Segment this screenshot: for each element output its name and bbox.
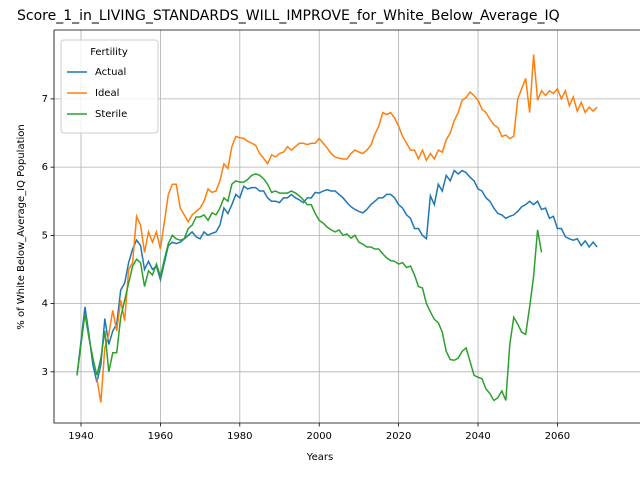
- legend-box: [60, 39, 159, 134]
- legend-label: Sterile: [95, 109, 127, 120]
- axes-frame: [53, 29, 640, 424]
- y-tick-label: 6: [42, 162, 48, 173]
- legend-label: Actual: [95, 67, 126, 78]
- legend-title: Fertility: [90, 47, 128, 58]
- series-line: [76, 169, 598, 383]
- x-tick-label: 2020: [386, 431, 411, 442]
- y-tick-label: 3: [42, 367, 48, 378]
- y-tick-label: 7: [42, 94, 48, 105]
- x-tick-label: 1980: [227, 431, 252, 442]
- x-tick-label: 1940: [68, 431, 93, 442]
- y-tick-label: 5: [42, 230, 48, 241]
- legend-label: Ideal: [95, 88, 119, 99]
- series-line: [76, 173, 543, 402]
- x-tick-label: 2000: [306, 431, 331, 442]
- y-tick-label: 4: [42, 299, 48, 310]
- x-axis-label: Years: [306, 452, 333, 463]
- x-tick-label: 2040: [465, 431, 490, 442]
- y-axis-label: % of White Below_Average_IQ Population: [16, 124, 27, 329]
- legend: Fertility Actual Ideal Sterile: [60, 39, 159, 134]
- series-line: [96, 54, 598, 403]
- chart-title: Score_1_in_LIVING_STANDARDS_WILL_IMPROVE…: [17, 8, 560, 24]
- x-tick-label: 2060: [545, 431, 570, 442]
- x-tick-label: 1960: [148, 431, 173, 442]
